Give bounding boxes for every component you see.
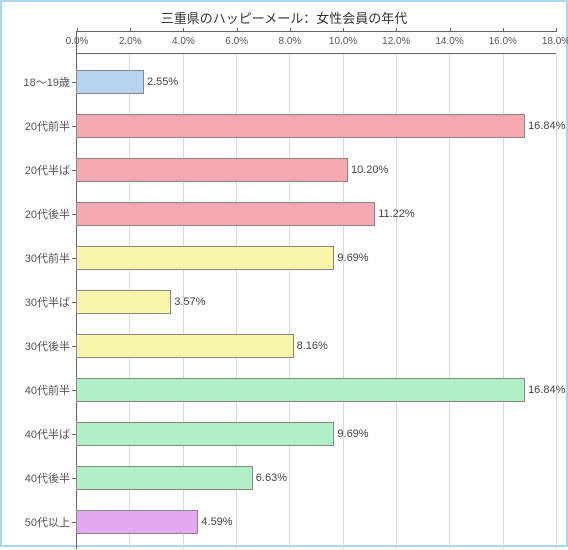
value-label: 6.63% [252,472,287,484]
bar: 8.16% [76,334,294,358]
bar: 2.55% [76,70,144,94]
value-label: 3.57% [170,296,205,308]
bar-row: 30代後半8.16% [76,324,556,368]
x-axis-tick-mark [183,28,184,32]
bar: 10.20% [76,158,348,182]
x-axis-tick-label: 18.0% [542,36,568,47]
category-label: 20代半ば [2,162,76,178]
category-label: 18～19歳 [2,74,76,90]
x-axis-tick-mark [503,28,504,32]
bar: 9.69% [76,422,334,446]
category-label: 30代後半 [2,338,76,354]
x-axis-tick-label: 2.0% [119,36,142,47]
value-label: 4.59% [197,516,232,528]
value-label: 11.22% [374,208,415,220]
bar: 6.63% [76,466,253,490]
bar-row: 40代後半6.63% [76,456,556,500]
x-axis-tick-mark [237,28,238,32]
category-label: 30代半ば [2,294,76,310]
bar-row: 20代後半11.22% [76,192,556,236]
bar-row: 50代以上4.59% [76,500,556,544]
value-label: 2.55% [143,76,178,88]
x-axis-tick-mark [556,28,557,32]
x-axis: 0.0%2.0%4.0%6.0%8.0%10.0%12.0%14.0%16.0%… [76,31,556,53]
bar-row: 30代半ば3.57% [76,280,556,324]
category-label: 50代以上 [2,514,76,530]
value-label: 16.84% [524,384,565,396]
bar: 16.84% [76,378,525,402]
bar-row: 20代前半16.84% [76,104,556,148]
bar: 11.22% [76,202,375,226]
x-axis-tick-label: 16.0% [489,36,517,47]
category-label: 20代前半 [2,118,76,134]
bar: 16.84% [76,114,525,138]
bar: 3.57% [76,290,171,314]
x-axis-tick-label: 0.0% [66,36,89,47]
value-label: 10.20% [347,164,388,176]
value-label: 16.84% [524,120,565,132]
category-label: 20代後半 [2,206,76,222]
value-label: 8.16% [293,340,328,352]
value-label: 9.69% [333,252,368,264]
x-axis-tick-mark [130,28,131,32]
x-axis-tick-label: 14.0% [435,36,463,47]
bar-row: 40代半ば9.69% [76,412,556,456]
x-axis-tick-label: 4.0% [172,36,195,47]
x-axis-tick-mark [396,28,397,32]
bar-row: 20代半ば10.20% [76,148,556,192]
x-axis-tick-mark [343,28,344,32]
chart-title: 三重県のハッピーメール：女性会員の年代 [2,2,566,31]
category-label: 40代半ば [2,426,76,442]
bar: 4.59% [76,510,198,534]
x-axis-tick-mark [77,28,78,32]
bar-row: 30代前半9.69% [76,236,556,280]
x-axis-tick-label: 10.0% [329,36,357,47]
x-axis-tick-label: 6.0% [225,36,248,47]
plot-area: 18～19歳2.55%20代前半16.84%20代半ば10.20%20代後半11… [76,53,556,549]
x-axis-tick-label: 8.0% [278,36,301,47]
chart-container: 三重県のハッピーメール：女性会員の年代 0.0% 2.0% 4.0% 6.0% 8.0% 1… [0,0,568,547]
x-axis-tick-label: 12.0% [382,36,410,47]
bar-row: 40代前半16.84% [76,368,556,412]
category-label: 30代前半 [2,250,76,266]
bar-row: 18～19歳2.55% [76,60,556,104]
category-label: 40代前半 [2,382,76,398]
category-label: 40代後半 [2,470,76,486]
x-axis-tick-mark [290,28,291,32]
bar: 9.69% [76,246,334,270]
x-axis-tick-mark [450,28,451,32]
value-label: 9.69% [333,428,368,440]
bars-layer: 18～19歳2.55%20代前半16.84%20代半ば10.20%20代後半11… [76,54,556,550]
